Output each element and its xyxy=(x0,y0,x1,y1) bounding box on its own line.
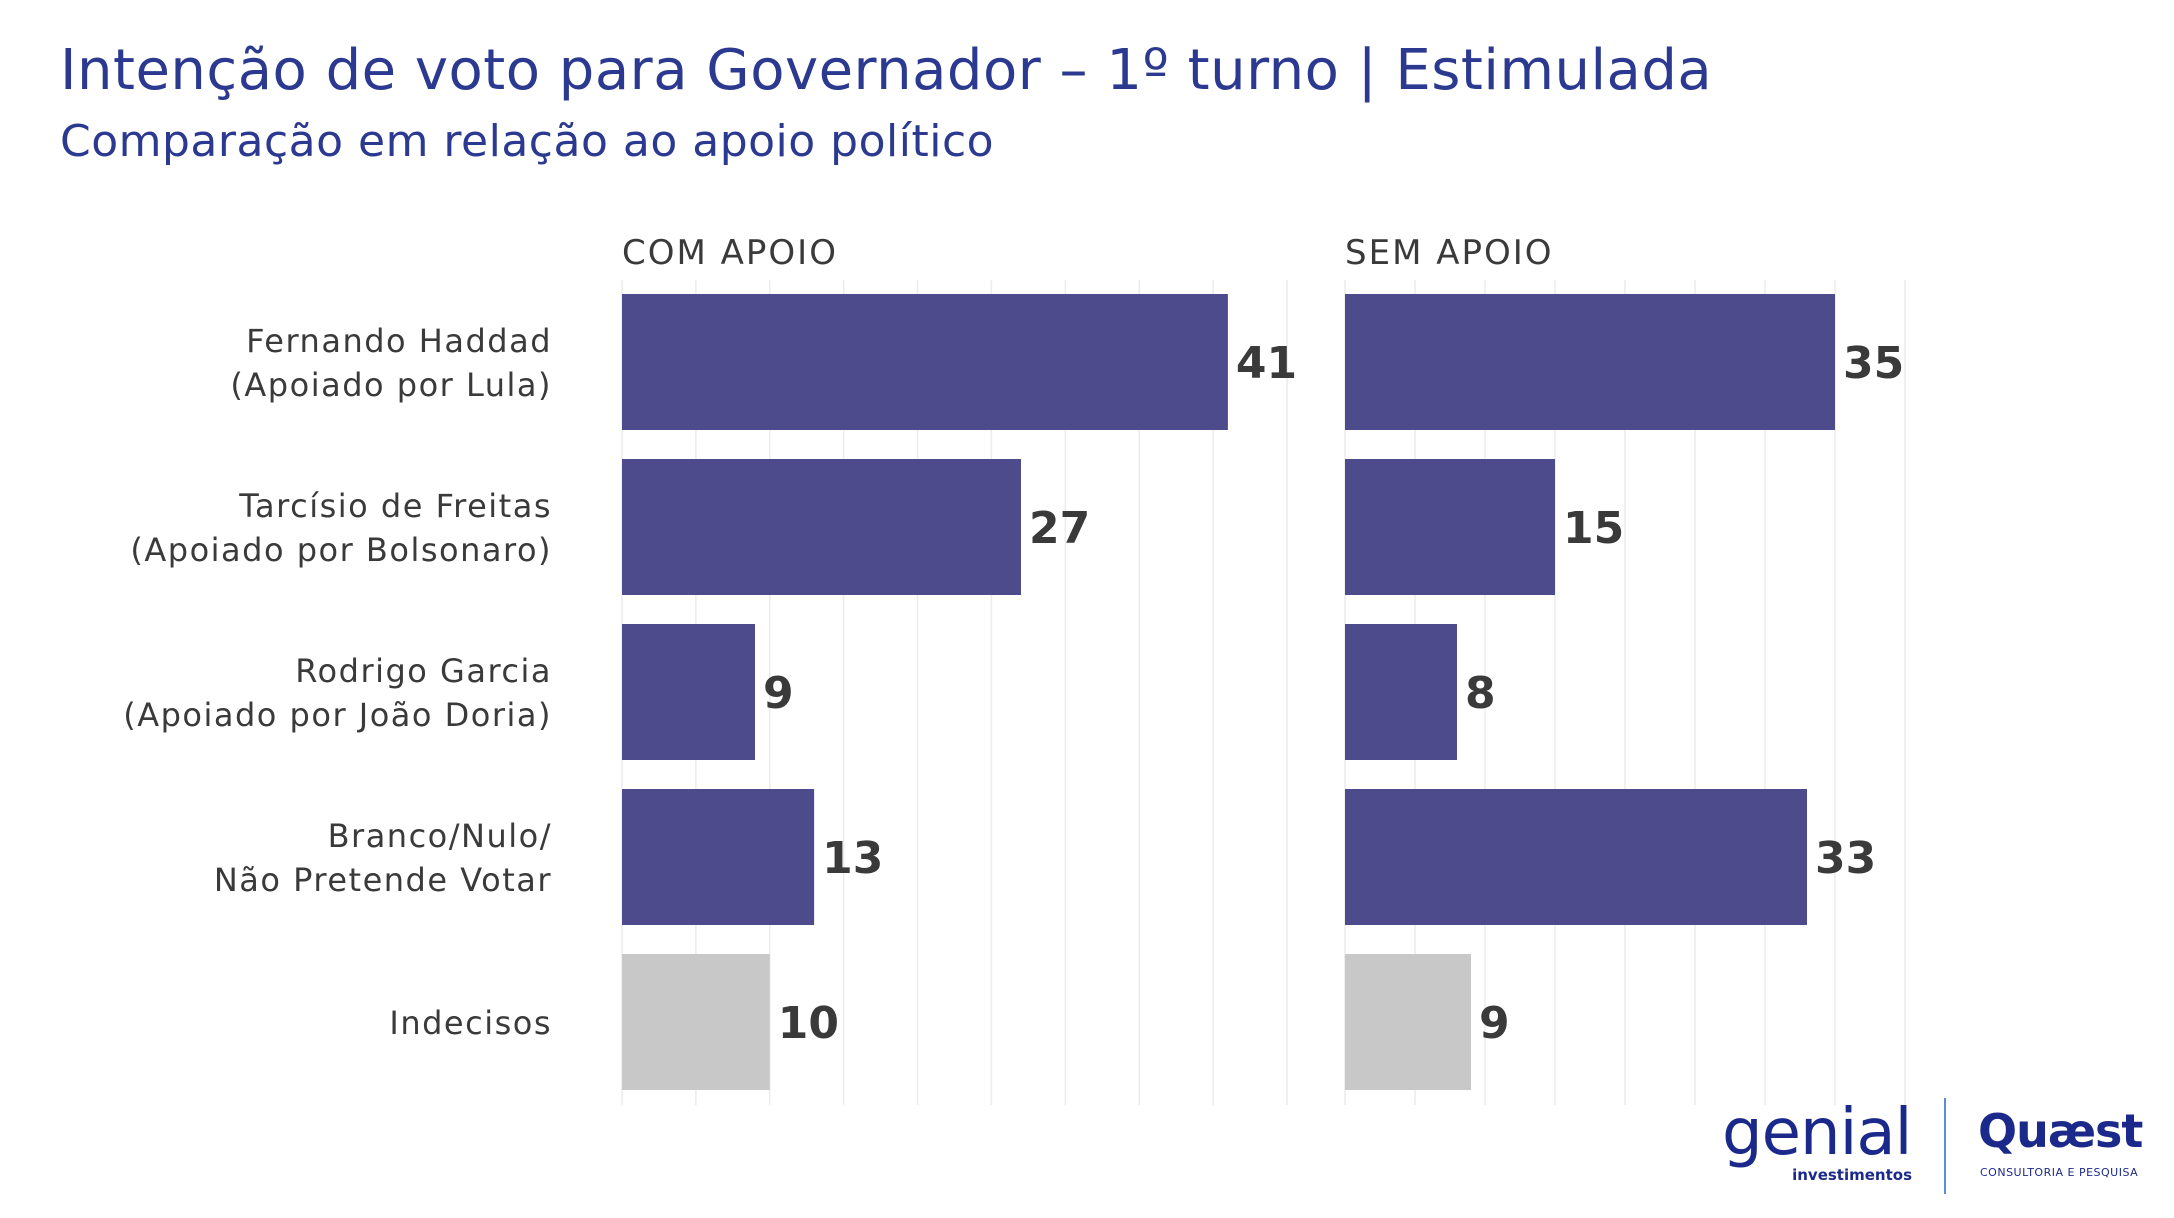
value-label: 35 xyxy=(1843,338,1904,389)
category-label: (Apoiado por Lula) xyxy=(230,366,552,404)
value-label: 33 xyxy=(1815,833,1876,884)
category-label: Fernando Haddad xyxy=(246,322,552,360)
panel-title: COM APOIO xyxy=(622,233,838,273)
bar xyxy=(1345,459,1555,595)
logo-divider xyxy=(1944,1098,1946,1194)
value-label: 27 xyxy=(1029,503,1090,554)
category-label: Rodrigo Garcia xyxy=(295,652,552,690)
panel-title: SEM APOIO xyxy=(1345,233,1554,273)
bar xyxy=(622,294,1228,430)
value-label: 15 xyxy=(1563,503,1624,554)
genial-logo-sub: investimentos xyxy=(1792,1166,1912,1184)
category-label: (Apoiado por Bolsonaro) xyxy=(130,531,552,569)
value-label: 41 xyxy=(1236,338,1297,389)
chart-title: Intenção de voto para Governador – 1º tu… xyxy=(60,38,1713,103)
bar xyxy=(1345,789,1807,925)
value-label: 13 xyxy=(822,833,883,884)
bar xyxy=(1345,954,1471,1090)
value-label: 10 xyxy=(778,998,839,1049)
bar xyxy=(1345,624,1457,760)
bar xyxy=(622,789,815,925)
genial-logo: genial investimentos xyxy=(1722,1096,1912,1196)
category-label: Indecisos xyxy=(389,1004,552,1042)
bar xyxy=(1345,294,1835,430)
bar xyxy=(622,954,770,1090)
quaest-logo-word: Quæst xyxy=(1978,1104,2143,1158)
quaest-logo-sub: CONSULTORIA E PESQUISA xyxy=(1980,1166,2139,1179)
value-label: 9 xyxy=(763,668,794,719)
footer-logos: genial investimentos Quæst CONSULTORIA E… xyxy=(1722,1096,2143,1196)
value-label: 9 xyxy=(1479,998,1510,1049)
quaest-logo: Quæst CONSULTORIA E PESQUISA xyxy=(1978,1096,2143,1196)
category-label: Branco/Nulo/ xyxy=(328,817,552,855)
category-label: Não Pretende Votar xyxy=(214,861,552,899)
category-label: (Apoiado por João Doria) xyxy=(123,696,552,734)
bar xyxy=(622,459,1021,595)
chart-subtitle: Comparação em relação ao apoio político xyxy=(60,116,995,167)
category-label: Tarcísio de Freitas xyxy=(238,487,552,525)
bar xyxy=(622,624,755,760)
genial-logo-word: genial xyxy=(1722,1096,1912,1170)
value-label: 8 xyxy=(1465,668,1496,719)
